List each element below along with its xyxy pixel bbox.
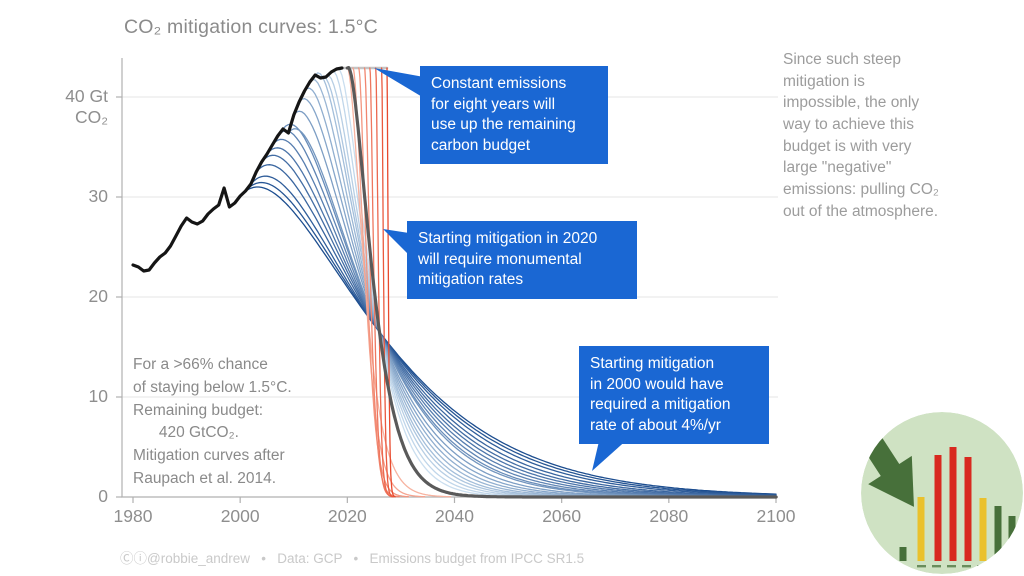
chart-title: CO₂ mitigation curves: 1.5°C [124,16,378,38]
x-tick-2100: 2100 [756,506,796,526]
y-tick-30: 30 [88,186,108,206]
callout-mitigation-2000: Starting mitigation in 2000 would have r… [579,346,769,445]
carbon-budget-note: For a >66% chance of staying below 1.5°C… [133,356,292,487]
logo [861,412,1023,574]
y-tick-40: 40 Gt CO₂ [65,86,108,127]
x-tick-2080: 2080 [649,506,689,526]
x-tick-2000: 2000 [220,506,260,526]
negative-emissions-note: Since such steep mitigation is impossibl… [783,51,939,220]
x-tick-2020: 2020 [327,506,367,526]
y-tick-10: 10 [88,386,108,406]
y-tick-0: 0 [98,486,108,506]
y-tick-20: 20 [88,286,108,306]
x-tick-2060: 2060 [542,506,582,526]
credit-line: Ⓒⓘ@robbie_andrew • Data: GCP • Emissions… [120,551,585,566]
x-tick-1980: 1980 [113,506,153,526]
callout-mitigation-2020: Starting mitigation in 2020 will require… [407,221,637,299]
callout-constant-emissions: Constant emissions for eight years will … [420,66,608,165]
x-tick-2040: 2040 [435,506,474,526]
